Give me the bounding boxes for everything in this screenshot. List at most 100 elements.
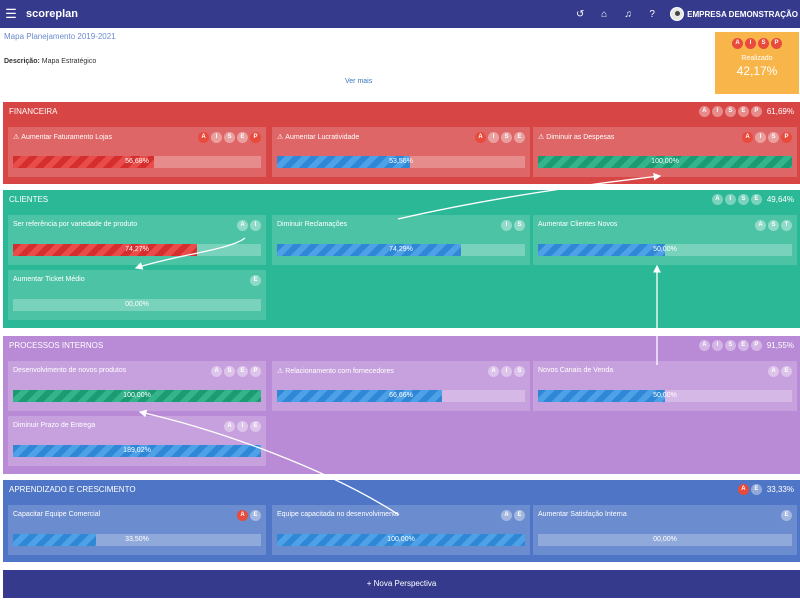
status-badge-s[interactable]: S: [768, 220, 779, 231]
status-badge-e[interactable]: E: [750, 484, 762, 495]
status-badge-i[interactable]: I: [501, 366, 512, 377]
status-badge-i[interactable]: I: [745, 38, 756, 49]
brand-logo[interactable]: scoreplan: [26, 8, 78, 20]
objective-card[interactable]: Diminuir Reclamações I S 74,29%: [272, 215, 530, 265]
status-badge-p[interactable]: P: [250, 366, 261, 377]
status-badge-a[interactable]: A: [475, 132, 486, 143]
status-badge-a[interactable]: A: [732, 38, 743, 49]
status-badge-i[interactable]: I: [724, 194, 736, 205]
objective-card[interactable]: Diminuir Prazo de Entrega A I E 189,02%: [8, 416, 266, 466]
objective-title[interactable]: Aumentar Clientes Novos: [538, 221, 617, 228]
status-badge-s[interactable]: S: [724, 106, 736, 117]
status-badge-e[interactable]: E: [237, 366, 248, 377]
status-badge-i[interactable]: I: [755, 132, 766, 143]
status-badge-i[interactable]: I: [711, 106, 723, 117]
status-badge-a[interactable]: A: [698, 106, 710, 117]
status-badge-a[interactable]: A: [768, 366, 779, 377]
objective-card[interactable]: Aumentar Satisfação Interna E 00,00%: [533, 505, 797, 555]
status-badge-e[interactable]: E: [781, 510, 792, 521]
objective-title[interactable]: ⚠ Relacionamento com fornecedores: [277, 367, 394, 375]
objective-card[interactable]: Capacitar Equipe Comercial A E 33,50%: [8, 505, 266, 555]
status-badge-i[interactable]: I: [501, 220, 512, 231]
status-badge-s[interactable]: S: [514, 366, 525, 377]
objective-title[interactable]: Diminuir Reclamações: [277, 221, 347, 228]
objective-card[interactable]: ⚠ Diminuir as Despesas A I S P 100,00%: [533, 127, 797, 177]
status-badge-t[interactable]: T: [781, 220, 792, 231]
objective-title[interactable]: Equipe capacitada no desenvolvimento: [277, 511, 399, 518]
status-badge-s[interactable]: S: [758, 38, 769, 49]
status-badge-e[interactable]: E: [250, 275, 261, 286]
status-badge-e[interactable]: E: [781, 366, 792, 377]
objective-card[interactable]: ⚠ Aumentar Faturamento Lojas A I S E P 56,68%: [8, 127, 266, 177]
new-perspective-button[interactable]: + Nova Perspectiva: [3, 570, 800, 598]
status-badge-e[interactable]: E: [750, 194, 762, 205]
status-badge-e[interactable]: E: [737, 340, 749, 351]
objective-title[interactable]: Desenvolvimento de novos produtos: [13, 367, 126, 374]
objective-card[interactable]: Aumentar Ticket Médio E 00,00%: [8, 270, 266, 320]
objective-card[interactable]: Aumentar Clientes Novos A S T 50,00%: [533, 215, 797, 265]
status-badge-s[interactable]: S: [224, 132, 235, 143]
status-badge-a[interactable]: A: [698, 340, 710, 351]
objective-card[interactable]: Desenvolvimento de novos produtos A S E P 100…: [8, 361, 266, 411]
objective-title[interactable]: ⚠ Diminuir as Despesas: [538, 133, 614, 141]
avatar[interactable]: [670, 7, 685, 21]
status-badge-e[interactable]: E: [250, 510, 261, 521]
status-badge-s[interactable]: S: [724, 340, 736, 351]
help-icon[interactable]: ?: [649, 8, 655, 20]
status-badge-i[interactable]: I: [488, 132, 499, 143]
status-badge-p[interactable]: P: [771, 38, 782, 49]
status-badge-a[interactable]: A: [198, 132, 209, 143]
status-badge-s[interactable]: S: [501, 132, 512, 143]
perspective-title[interactable]: APRENDIZADO E CRESCIMENTO: [9, 485, 136, 494]
status-badge-s[interactable]: S: [514, 220, 525, 231]
status-badge-e[interactable]: E: [514, 132, 525, 143]
perspective-title[interactable]: FINANCEIRA: [9, 107, 58, 116]
status-badge-e[interactable]: E: [514, 510, 525, 521]
status-badge-a[interactable]: A: [211, 366, 222, 377]
status-badge-a[interactable]: A: [237, 220, 248, 231]
status-badge-a[interactable]: A: [711, 194, 723, 205]
status-badge-e[interactable]: E: [237, 132, 248, 143]
status-badge-a[interactable]: A: [224, 421, 235, 432]
objective-title[interactable]: ⚠ Aumentar Lucratividade: [277, 133, 359, 141]
status-badge-i[interactable]: I: [211, 132, 222, 143]
objective-title[interactable]: Aumentar Ticket Médio: [13, 276, 85, 283]
status-badge-a[interactable]: A: [501, 510, 512, 521]
objective-card[interactable]: Ser referência por variedade de produto A…: [8, 215, 266, 265]
bell-icon[interactable]: ♫: [624, 8, 632, 20]
status-badge-a[interactable]: A: [737, 484, 749, 495]
status-badge-p[interactable]: P: [781, 132, 792, 143]
status-badge-a[interactable]: A: [488, 366, 499, 377]
status-badge-i[interactable]: I: [250, 220, 261, 231]
objective-title[interactable]: Aumentar Satisfação Interna: [538, 511, 627, 518]
status-badge-p[interactable]: P: [750, 106, 762, 117]
objective-card[interactable]: ⚠ Aumentar Lucratividade A I S E 53,56%: [272, 127, 530, 177]
objective-card[interactable]: Novos Canais de Venda A E 50,00%: [533, 361, 797, 411]
objective-card[interactable]: ⚠ Relacionamento com fornecedores A I S 66,66…: [272, 361, 530, 411]
status-badge-s[interactable]: S: [737, 194, 749, 205]
status-badge-i[interactable]: I: [237, 421, 248, 432]
status-badge-s[interactable]: S: [768, 132, 779, 143]
status-badge-p[interactable]: P: [250, 132, 261, 143]
objective-title[interactable]: ⚠ Aumentar Faturamento Lojas: [13, 133, 112, 141]
status-badge-a[interactable]: A: [237, 510, 248, 521]
user-menu[interactable]: EMPRESA DEMONSTRAÇÃO: [670, 7, 798, 21]
status-badge-p[interactable]: P: [750, 340, 762, 351]
objective-title[interactable]: Capacitar Equipe Comercial: [13, 511, 100, 518]
status-badge-a[interactable]: A: [755, 220, 766, 231]
menu-icon[interactable]: ☰: [5, 6, 17, 21]
status-badge-i[interactable]: I: [711, 340, 723, 351]
home-icon[interactable]: ⌂: [601, 8, 608, 20]
perspective-title[interactable]: CLIENTES: [9, 195, 49, 204]
perspective-title[interactable]: PROCESSOS INTERNOS: [9, 341, 104, 350]
status-badge-a[interactable]: A: [742, 132, 753, 143]
status-badge-e[interactable]: E: [250, 421, 261, 432]
company-name[interactable]: EMPRESA DEMONSTRAÇÃO: [687, 9, 798, 19]
status-badge-e[interactable]: E: [737, 106, 749, 117]
history-icon[interactable]: ↺: [575, 8, 585, 20]
objective-title[interactable]: Ser referência por variedade de produto: [13, 221, 137, 228]
objective-title[interactable]: Novos Canais de Venda: [538, 367, 613, 374]
see-more-link[interactable]: Ver mais: [345, 78, 373, 85]
objective-title[interactable]: Diminuir Prazo de Entrega: [13, 422, 95, 429]
